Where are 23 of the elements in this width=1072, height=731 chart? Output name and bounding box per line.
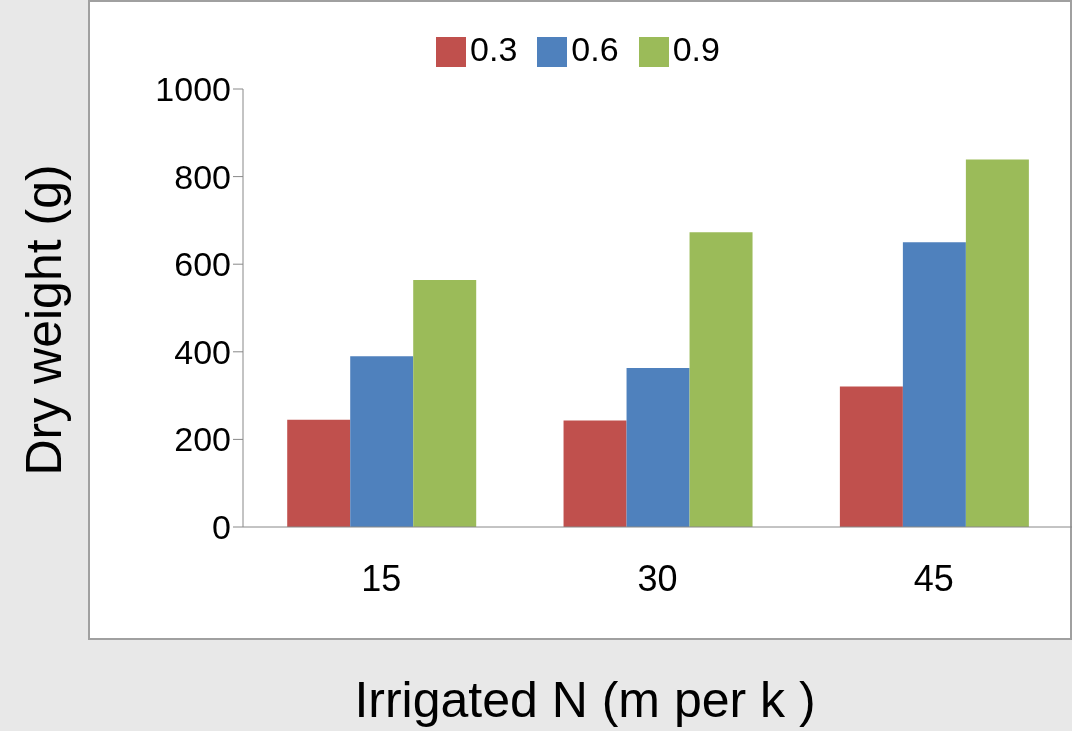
bar bbox=[413, 279, 477, 527]
legend-label: 0.9 bbox=[672, 30, 720, 68]
bar bbox=[839, 386, 903, 527]
x-axis-title: Irrigated N (m per k ) bbox=[354, 671, 816, 729]
y-tick-label: 800 bbox=[174, 157, 231, 196]
bar bbox=[689, 232, 753, 527]
bar bbox=[965, 159, 1029, 527]
legend-label: 0.6 bbox=[571, 30, 619, 68]
legend-label: 0.3 bbox=[470, 30, 518, 68]
x-tick-label: 45 bbox=[913, 557, 954, 599]
y-tick-label: 0 bbox=[212, 508, 231, 547]
y-axis-title: Dry weight (g) bbox=[15, 164, 73, 476]
bar bbox=[902, 242, 966, 527]
bar bbox=[626, 368, 690, 527]
bar bbox=[563, 420, 627, 527]
y-tick-label: 1000 bbox=[155, 70, 231, 109]
y-tick-label: 600 bbox=[174, 245, 231, 284]
y-tick-label: 400 bbox=[174, 332, 231, 371]
bar bbox=[287, 419, 351, 527]
y-tick-label: 200 bbox=[174, 420, 231, 459]
x-tick-label: 15 bbox=[361, 557, 402, 599]
x-tick-label: 30 bbox=[637, 557, 678, 599]
bar bbox=[350, 356, 414, 527]
